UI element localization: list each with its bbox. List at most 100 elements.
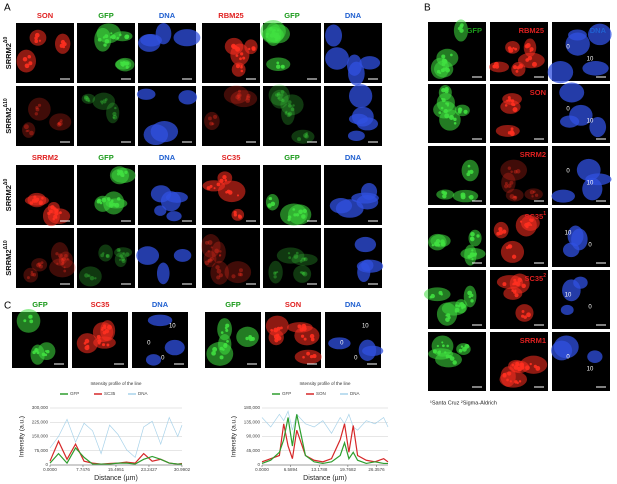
nucleus bbox=[503, 287, 523, 300]
speckle bbox=[240, 69, 244, 73]
speckle bbox=[277, 97, 280, 100]
nucleus bbox=[230, 90, 258, 108]
speckle bbox=[476, 234, 480, 238]
speckle bbox=[94, 277, 97, 280]
legend-label: DNA bbox=[350, 391, 360, 396]
speckle bbox=[41, 197, 44, 200]
y-tick-label: 180,000 bbox=[244, 405, 261, 410]
speckle bbox=[274, 271, 277, 274]
speckle bbox=[292, 104, 295, 107]
speckle bbox=[37, 262, 42, 267]
series-line bbox=[49, 439, 183, 465]
channel-header: SON bbox=[285, 300, 301, 309]
speckle bbox=[300, 334, 305, 338]
speckle bbox=[36, 262, 41, 268]
speckle bbox=[101, 328, 104, 331]
channel-header: GFP bbox=[467, 26, 482, 35]
speckle bbox=[206, 186, 211, 190]
speckle bbox=[309, 354, 314, 359]
channel-header: DNA bbox=[159, 11, 176, 20]
label: SRRM2Δ10 bbox=[3, 98, 13, 134]
nucleus bbox=[98, 244, 113, 262]
speckle bbox=[312, 354, 317, 359]
speckle bbox=[54, 216, 58, 219]
y-tick-label: 225,000 bbox=[32, 419, 49, 424]
speckle bbox=[531, 195, 534, 198]
nucleus bbox=[173, 249, 192, 262]
speckle bbox=[103, 43, 107, 47]
speckle bbox=[118, 249, 121, 252]
channel-header: SON bbox=[37, 11, 53, 20]
speckle bbox=[519, 220, 523, 223]
speckle bbox=[29, 319, 34, 324]
speckle bbox=[112, 111, 117, 117]
speckle bbox=[531, 61, 537, 67]
speckle bbox=[297, 137, 302, 142]
nucleus bbox=[136, 246, 160, 265]
speckle bbox=[303, 337, 307, 341]
speckle bbox=[525, 365, 530, 371]
speckle bbox=[56, 262, 59, 265]
speckle bbox=[207, 259, 211, 263]
channel-header: RBM25 bbox=[519, 26, 544, 35]
speckle bbox=[507, 98, 512, 102]
nucleus-number: 0 bbox=[340, 340, 344, 346]
nucleus bbox=[589, 116, 607, 138]
speckle bbox=[242, 56, 246, 60]
speckle bbox=[218, 273, 223, 278]
speckle bbox=[514, 47, 518, 51]
micrograph bbox=[324, 228, 382, 288]
micrograph bbox=[202, 228, 260, 288]
nucleus bbox=[224, 261, 252, 284]
speckle bbox=[87, 99, 91, 103]
nucleus bbox=[348, 113, 368, 125]
nucleus bbox=[502, 93, 522, 106]
speckle bbox=[529, 362, 532, 366]
speckle bbox=[512, 282, 515, 286]
speckle bbox=[469, 169, 474, 175]
nucleus bbox=[547, 61, 574, 84]
nucleus bbox=[24, 195, 49, 206]
nucleus bbox=[236, 326, 259, 348]
speckle bbox=[471, 249, 474, 252]
speckle bbox=[507, 166, 512, 170]
speckle bbox=[521, 283, 526, 289]
label: SC351 bbox=[524, 211, 546, 221]
speckle bbox=[304, 134, 309, 139]
speckle bbox=[59, 43, 64, 48]
nucleus bbox=[276, 247, 305, 264]
speckle bbox=[250, 336, 255, 341]
speckle bbox=[523, 315, 527, 319]
speckle bbox=[31, 198, 37, 203]
nucleus bbox=[31, 258, 48, 272]
speckle bbox=[460, 345, 464, 348]
speckle bbox=[219, 346, 224, 351]
speckle bbox=[225, 328, 229, 332]
speckle bbox=[35, 105, 39, 110]
label-sup: Δ0 bbox=[3, 178, 9, 185]
panel-label: B bbox=[424, 3, 431, 14]
speckle bbox=[34, 39, 39, 44]
speckle bbox=[35, 349, 38, 352]
x-tick-label: 30.9902 bbox=[174, 467, 191, 472]
speckle bbox=[530, 224, 533, 227]
y-tick-label: 0 bbox=[257, 462, 260, 467]
channel-header: DNA bbox=[345, 11, 362, 20]
speckle bbox=[251, 47, 256, 51]
speckle bbox=[101, 102, 104, 105]
speckle bbox=[237, 214, 241, 218]
speckle bbox=[278, 96, 283, 102]
speckle bbox=[30, 270, 34, 274]
speckle bbox=[29, 130, 34, 136]
speckle bbox=[233, 210, 237, 215]
channel-header: GFP bbox=[225, 300, 240, 309]
speckle bbox=[104, 98, 108, 101]
nucleus bbox=[354, 236, 377, 253]
speckle bbox=[287, 218, 291, 222]
x-axis-label: Distance (µm) bbox=[303, 475, 347, 482]
nucleus bbox=[361, 259, 374, 272]
nucleus bbox=[106, 102, 120, 124]
nucleus bbox=[582, 61, 609, 76]
speckle bbox=[57, 122, 61, 126]
speckle bbox=[467, 164, 471, 168]
